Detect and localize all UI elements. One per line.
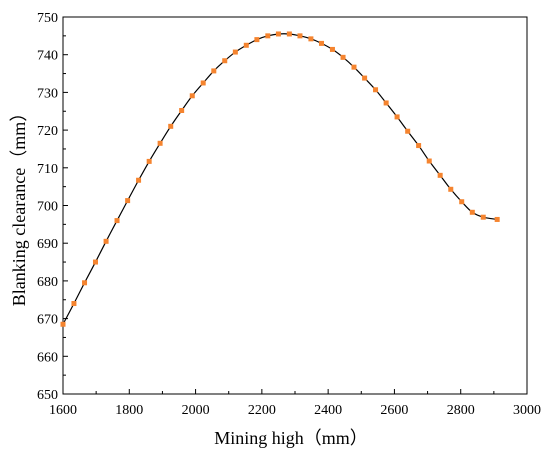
y-tick-label: 690 [37,237,58,252]
data-point [71,301,77,307]
data-point [125,198,131,204]
data-point [394,114,400,120]
data-point [319,40,325,46]
y-tick-label: 710 [37,162,58,177]
data-point [211,68,217,74]
x-tick-label: 3000 [513,403,541,418]
data-point [351,64,357,70]
x-axis-ticks: 1600 1800 2000 2200 2400 2600 2800 3000 [49,389,541,418]
data-point [405,128,411,134]
y-tick-label: 650 [37,388,58,403]
x-tick-label: 2800 [447,403,475,418]
data-point [157,140,163,146]
y-tick-label: 680 [37,275,58,290]
data-point [426,158,432,164]
data-point [416,143,422,149]
data-point [222,58,228,64]
data-point [136,177,142,183]
y-tick-label: 720 [37,124,58,139]
data-point [189,93,195,99]
data-point [286,31,292,37]
x-tick-label: 2200 [248,403,276,418]
x-axis-title: Mining high（mm） [214,428,368,448]
y-tick-label: 670 [37,313,58,328]
y-tick-label: 700 [37,200,58,215]
data-point [92,259,98,265]
axes [62,16,528,395]
plot-frame [62,16,528,395]
x-tick-label: 1600 [49,403,77,418]
data-point [179,107,185,113]
y-axis-title: Blanking clearance（mm） [9,104,29,306]
data-point [329,46,335,52]
x-tick-label: 2000 [182,403,210,418]
data-point [469,209,475,215]
data-point [200,80,206,86]
data-point [82,280,88,286]
data-point [243,42,249,48]
data-series [60,31,500,327]
data-point [373,87,379,93]
x-tick-label: 2600 [380,403,408,418]
x-tick-label: 2400 [314,403,342,418]
data-point [494,216,500,222]
data-point [232,49,238,55]
y-tick-label: 730 [37,86,58,101]
data-point [308,36,314,42]
y-tick-label: 660 [37,350,58,365]
data-point [275,31,281,37]
data-point [437,172,443,178]
data-point [60,321,66,327]
data-point [340,54,346,60]
data-point [448,186,454,192]
data-point [254,37,260,43]
y-axis-ticks: 650 660 670 680 690 700 710 720 730 740 750 [37,11,68,403]
data-point [114,218,120,224]
data-point [146,158,152,164]
data-point [297,33,303,39]
data-point [265,33,271,39]
data-point [383,100,389,106]
y-tick-label: 750 [37,11,58,26]
series-line [62,33,498,325]
data-point [459,199,465,205]
data-point [362,75,368,81]
data-point [168,123,174,129]
data-point [480,214,486,220]
data-point [103,238,109,244]
y-tick-label: 740 [37,49,58,64]
x-tick-label: 1800 [115,403,143,418]
